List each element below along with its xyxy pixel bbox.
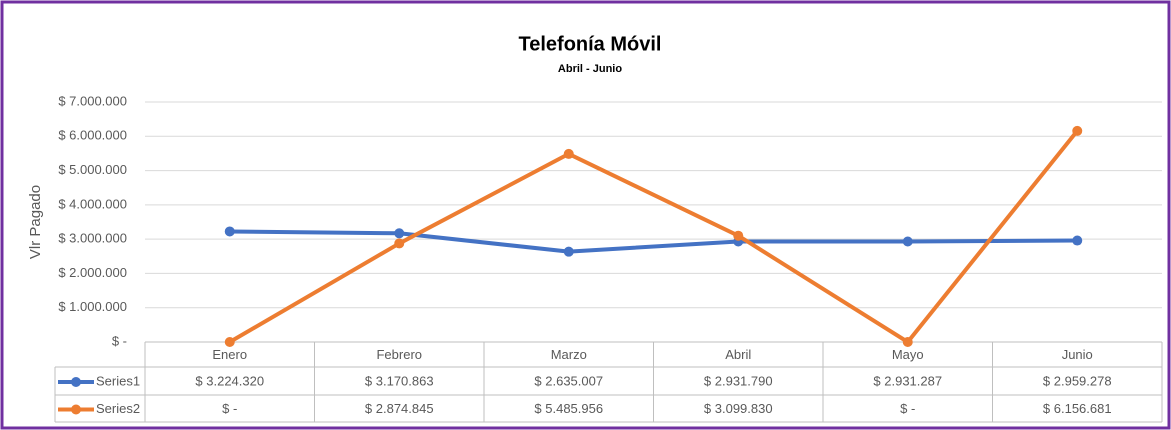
chart-title: Telefonía Móvil — [519, 33, 662, 55]
data-point — [224, 337, 235, 347]
y-tick-label: $ 2.000.000 — [58, 265, 127, 280]
data-point — [224, 226, 235, 237]
y-tick-label: $ 3.000.000 — [58, 231, 127, 246]
data-point — [902, 337, 913, 347]
data-point — [563, 246, 574, 257]
table-value: $ 2.931.287 — [873, 373, 942, 388]
table-value: $ 2.874.845 — [365, 401, 434, 416]
table-value: $ 2.635.007 — [534, 373, 603, 388]
y-tick-label: $ 1.000.000 — [58, 299, 127, 314]
y-axis-label: Vlr Pagado — [27, 185, 44, 259]
table-value: $ 2.959.278 — [1043, 373, 1112, 388]
chart-subtitle: Abril - Junio — [558, 63, 622, 75]
legend-swatch — [71, 377, 81, 387]
table-value: $ - — [222, 401, 237, 416]
table-value: $ 2.931.790 — [704, 373, 773, 388]
y-tick-label: $ 7.000.000 — [58, 93, 127, 108]
legend-label: Series2 — [96, 401, 140, 416]
data-point — [733, 230, 744, 241]
x-tick-label: Enero — [212, 347, 247, 362]
table-value: $ - — [900, 401, 915, 416]
x-tick-label: Mayo — [892, 347, 924, 362]
x-tick-label: Abril — [725, 347, 751, 362]
series-line — [228, 129, 1079, 344]
y-tick-label: $ 6.000.000 — [58, 128, 127, 143]
table-value: $ 3.099.830 — [704, 401, 773, 416]
x-tick-label: Febrero — [376, 347, 422, 362]
table-value: $ 3.170.863 — [365, 373, 434, 388]
series-line — [229, 229, 1078, 254]
legend-swatch — [71, 404, 81, 415]
y-tick-label: $ 5.000.000 — [58, 162, 127, 177]
x-tick-label: Junio — [1062, 347, 1093, 362]
data-point — [902, 236, 913, 247]
legend-label: Series1 — [96, 373, 140, 388]
y-tick-label: $ - — [112, 333, 127, 348]
table-value: $ 3.224.320 — [195, 373, 264, 388]
x-tick-label: Marzo — [551, 347, 587, 362]
data-point — [1072, 235, 1083, 246]
data-point — [1072, 125, 1083, 136]
y-tick-label: $ 4.000.000 — [58, 196, 127, 211]
table-value: $ 5.485.956 — [534, 401, 603, 416]
table-value: $ 6.156.681 — [1043, 401, 1112, 416]
data-point — [394, 228, 405, 239]
data-point — [563, 148, 574, 159]
data-point — [394, 238, 405, 249]
